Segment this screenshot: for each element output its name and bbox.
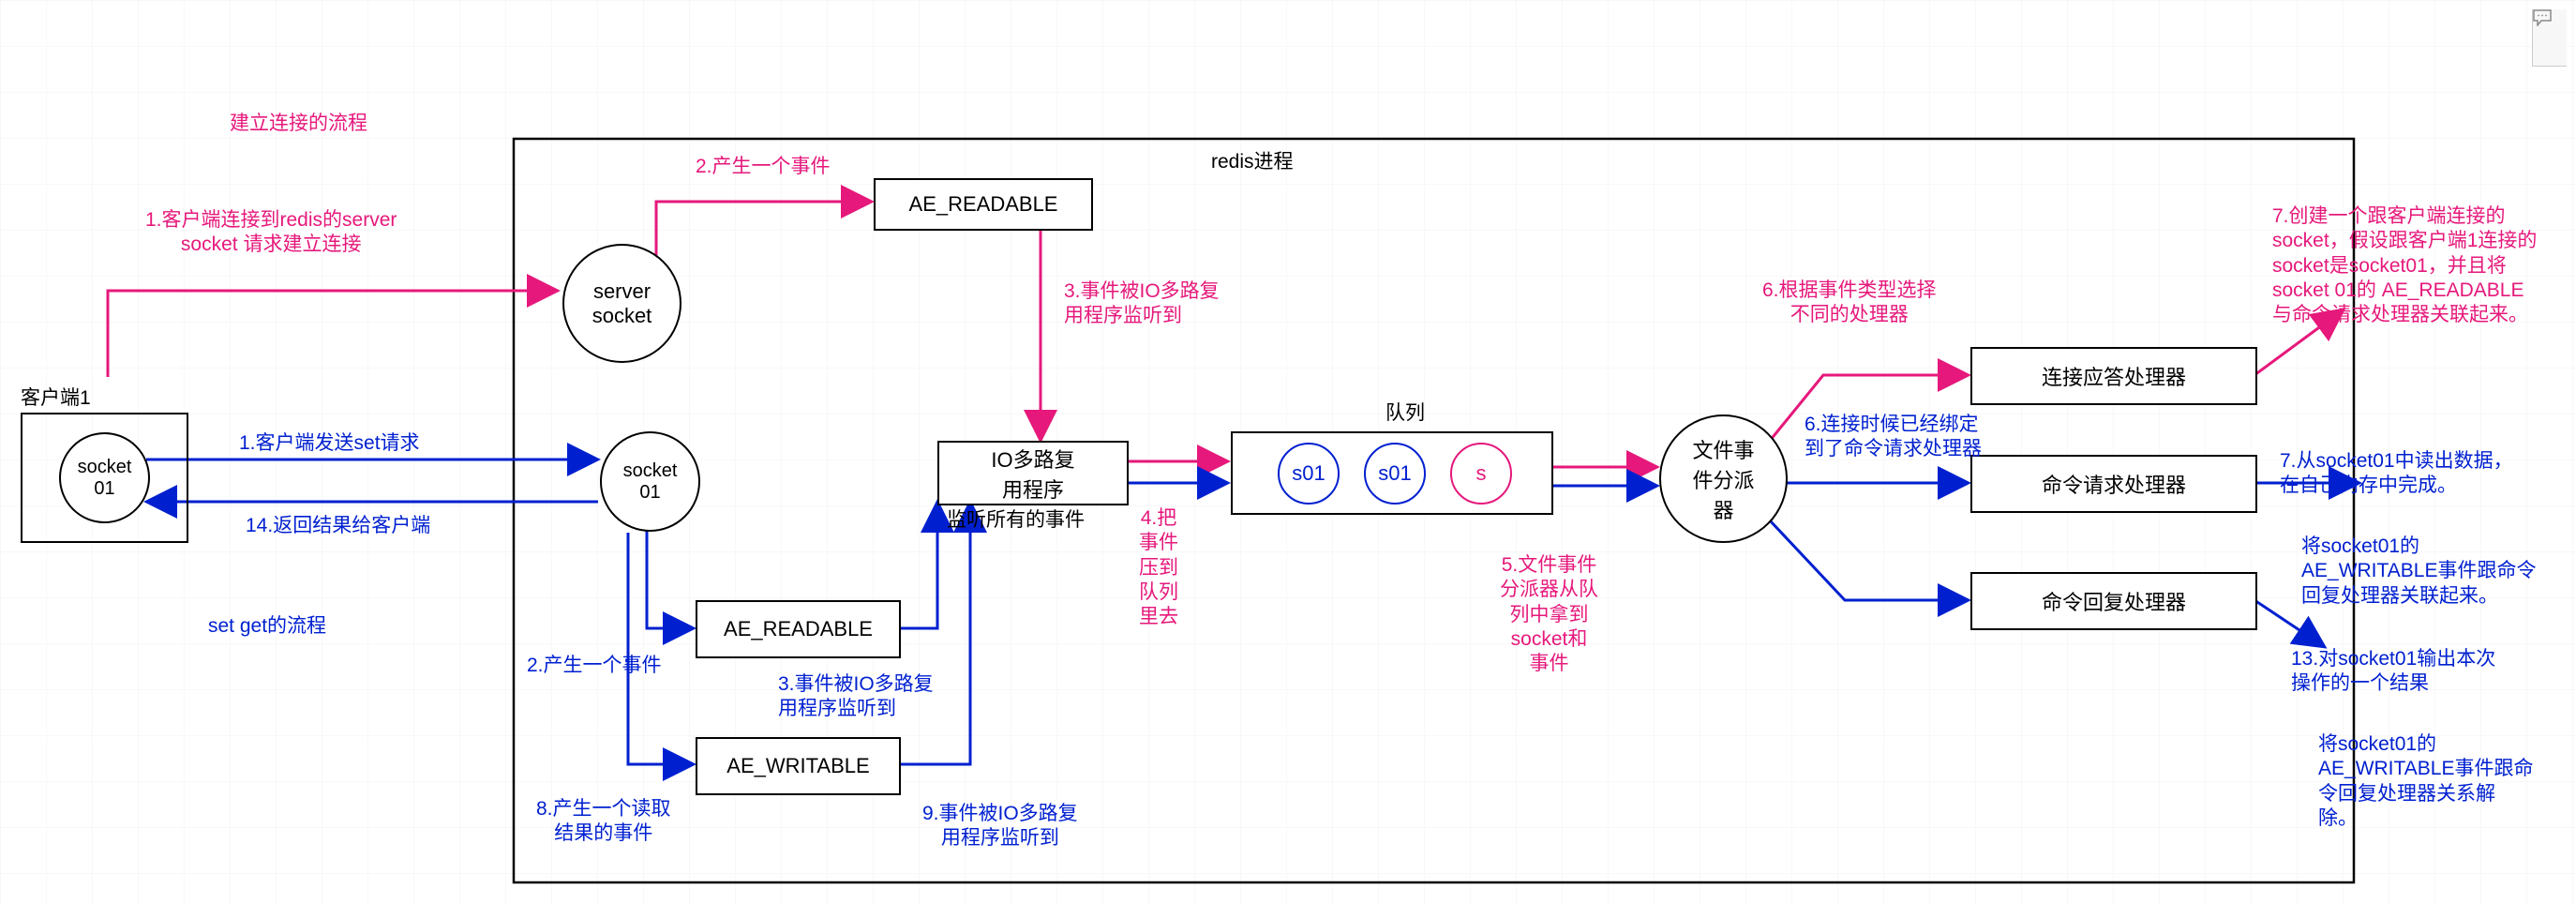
lbl-p2: 2.产生一个事件 [696,155,831,179]
lbl-b14: 14.返回结果给客户端 [246,514,430,538]
handler-reply: 命令回复处理器 [1970,572,2257,630]
queue-item-s: s [1450,443,1512,505]
lbl-p4: 4.把 事件 压到 队列 里去 [1139,506,1178,629]
title-connect-flow: 建立连接的流程 [230,112,367,136]
lbl-p7: 7.创建一个跟客户端连接的 socket，假设跟客户端1连接的 socket是s… [2272,204,2537,327]
ae-readable-mid: AE_READABLE [696,600,901,658]
lbl-b7b: 将socket01的 AE_WRITABLE事件跟命令 回复处理器关联起来。 [2301,535,2536,609]
lbl-b8: 8.产生一个读取 结果的事件 [536,797,671,847]
lbl-b3: 3.事件被IO多路复 用程序监听到 [778,672,934,722]
socket01-client: socket 01 [59,432,150,523]
handler-conn: 连接应答处理器 [1970,347,2257,405]
title-setget-flow: set get的流程 [208,614,326,639]
lbl-b9: 9.事件被IO多路复 用程序监听到 [922,802,1078,851]
queue-item-s01a: s01 [1278,443,1340,505]
client1-label: 客户端1 [21,386,91,411]
server-socket: server socket [562,244,681,363]
handler-cmd: 命令请求处理器 [1970,455,2257,513]
lbl-b6: 6.连接时候已经绑定 到了命令请求处理器 [1805,413,1982,462]
lbl-b1: 1.客户端发送set请求 [239,431,420,456]
socket01-server: socket 01 [600,431,700,532]
queue-box: s01 s01 s [1231,431,1553,515]
queue-title: 队列 [1385,401,1425,426]
io-mux: IO多路复 用程序 [937,441,1129,505]
ae-writable: AE_WRITABLE [696,737,901,795]
lbl-b13: 13.对socket01输出本次 操作的一个结果 [2291,647,2495,697]
lbl-p1: 1.客户端连接到redis的server socket 请求建立连接 [145,208,397,258]
lbl-p3: 3.事件被IO多路复 用程序监听到 [1064,279,1220,329]
sidebar-comment-icon[interactable] [2532,9,2567,67]
lbl-b2: 2.产生一个事件 [527,654,662,678]
dispatcher: 文件事 件分派 器 [1659,414,1788,543]
lbl-b13b: 将socket01的 AE_WRITABLE事件跟命 令回复处理器关系解 除。 [2318,732,2533,831]
client1-box: socket 01 [21,413,188,543]
lbl-p5: 5.文件事件 分派器从队 列中拿到 socket和 事件 [1500,553,1598,676]
queue-item-s01b: s01 [1364,443,1426,505]
redis-process-label: redis进程 [1211,150,1294,174]
io-mux-sub: 监听所有的事件 [947,508,1085,533]
diagram-canvas: 建立连接的流程 set get的流程 客户端1 socket 01 redis进… [0,0,2576,904]
lbl-b7: 7.从socket01中读出数据， 在自己内存中完成。 [2280,449,2513,499]
ae-readable-top: AE_READABLE [874,178,1093,231]
lbl-p6: 6.根据事件类型选择 不同的处理器 [1762,279,1937,328]
